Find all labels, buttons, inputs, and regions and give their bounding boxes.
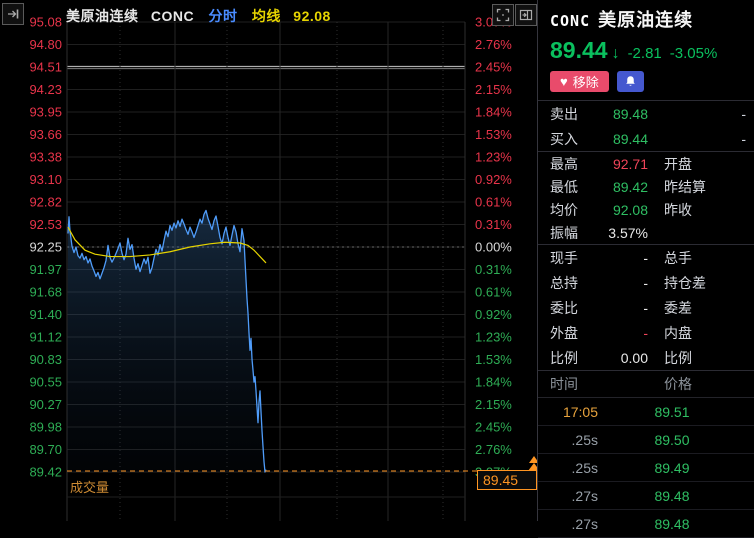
volume-label: 成交量 [70,480,109,495]
time-sales-header: 时间 价格 [538,371,754,398]
pct-axis-label: 2.76% [475,442,512,457]
price-axis-label: 95.08 [29,15,62,30]
pct-axis-label: 1.84% [475,105,512,120]
price-axis-label: 93.38 [29,150,62,165]
pct-axis-label: 1.23% [475,330,512,345]
price-axis-label: 92.53 [29,217,62,232]
col-price: 价格 [664,376,692,392]
quote-row: 比例 0.00 比例 [550,349,692,366]
price-axis-label: 91.12 [29,330,62,345]
popout-pane-icon[interactable] [515,4,537,26]
pct-axis-label: 0.31% [475,262,512,277]
chart-title-code: CONC [150,8,195,24]
pct-axis-label: 1.84% [475,375,512,390]
pct-axis-label: 0.31% [475,217,512,232]
quote-row: 现手 - 总手 [550,249,692,266]
symbol-name: 美原油连续 [598,10,694,30]
price-axis-label: 91.68 [29,285,62,300]
chart-title-name: 美原油连续 [66,8,139,24]
pct-axis-label: 1.53% [475,127,512,142]
heart-icon: ♥ [560,74,568,89]
price-axis-label: 93.10 [29,172,62,187]
chart-title: 美原油连续 CONC 分时 均线 92.08 [66,6,331,26]
day-stats-rows: 最高 92.71 开盘 最低 89.42 昨结算 均价 92.08 昨收 振幅 3.57% [538,151,754,244]
pct-axis-label: 1.53% [475,352,512,367]
remove-favorite-label: 移除 [572,75,599,90]
scroll-latest-icon[interactable] [528,463,537,471]
minute-chart[interactable]: 95.083.07%94.802.76%94.512.45%94.232.15%… [0,0,537,521]
pct-axis-label: 2.76% [475,37,512,52]
pct-axis-label: 0.00% [475,240,512,255]
price-axis-label: 90.55 [29,375,62,390]
price-change: -2.81 [627,45,662,62]
quote-panel: CONC 美原油连续 89.44 ↓ -2.81 -3.05% ♥ 移除 卖出 8… [537,0,754,538]
quote-row: 最低 89.42 昨结算 [550,178,706,195]
ma-legend-value: 92.08 [293,8,331,24]
price-axis-label: 94.80 [29,37,62,52]
price-axis-label: 94.51 [29,60,62,75]
quote-header: CONC 美原油连续 89.44 ↓ -2.81 -3.05% ♥ 移除 [538,0,754,92]
current-price-tag [477,470,537,490]
price-axis-label: 91.40 [29,307,62,322]
price-axis-label: 92.82 [29,195,62,210]
ma-legend-label: 均线 [251,8,281,24]
bell-icon [625,76,635,86]
pct-axis-label: 0.92% [475,172,512,187]
pct-axis-label: 2.45% [475,60,512,75]
time-sales-table: 时间 价格 17:05 89.51.25s 89.50.25s 89.49.27s 89… [538,370,754,538]
quote-row: 振幅 3.57% [550,224,648,241]
current-price-tag-value: 89.45 [483,472,518,488]
price-change-pct: -3.05% [669,45,718,62]
price-axis-label: 89.98 [29,420,62,435]
tick-row: .27s 89.48 [538,510,754,538]
price-axis-label: 90.83 [29,352,62,367]
price-axis-label: 89.42 [29,465,62,480]
price-axis-label: 90.27 [29,397,62,412]
alert-bell-button[interactable] [616,71,644,92]
position-stats-rows: 现手 - 总手总持 - 持仓差 委比 - 委差外盘 - 内盘比例 0.00 比例 [538,244,754,370]
bid-ask-rows: 卖出 89.48- 买入 89.44- [538,100,754,151]
collapse-panel-icon[interactable] [2,3,24,25]
quote-row: 最高 92.71 开盘 [550,155,692,172]
price-axis-label: 93.95 [29,105,62,120]
pct-axis-label: 0.61% [475,285,512,300]
tick-row: .25s 89.50 [538,426,754,454]
price-axis-label: 92.25 [29,240,62,255]
price-axis-label: 93.66 [29,127,62,142]
price-axis-label: 91.97 [29,262,62,277]
remove-favorite-button[interactable]: ♥ 移除 [550,71,609,92]
col-time: 时间 [550,376,578,392]
quote-row: 买入 89.44- [550,130,746,147]
price-axis-label: 94.23 [29,82,62,97]
pct-axis-label: 0.61% [475,195,512,210]
pct-axis-label: 2.15% [475,397,512,412]
tick-row: .25s 89.49 [538,454,754,482]
quote-row: 卖出 89.48- [550,105,746,122]
down-arrow-icon: ↓ [611,45,620,62]
price-axis-label: 89.70 [29,442,62,457]
pct-axis-label: 0.92% [475,307,512,322]
quote-row: 均价 92.08 昨收 [550,201,692,218]
tab-minute-chart[interactable]: 分时 [208,8,238,24]
pct-axis-label: 2.45% [475,420,512,435]
tick-row: .27s 89.48 [538,482,754,510]
symbol-code: CONC [550,12,591,30]
tick-row: 17:05 89.51 [538,398,754,426]
quote-row: 外盘 - 内盘 [550,324,692,341]
pct-axis-label: 1.23% [475,150,512,165]
fullscreen-icon[interactable] [492,4,514,26]
last-price: 89.44 [550,37,608,63]
scroll-latest-icon[interactable] [529,456,537,463]
quote-row: 委比 - 委差 [550,299,692,316]
quote-row: 总持 - 持仓差 [550,274,706,291]
chart-pane: 95.083.07%94.802.76%94.512.45%94.232.15%… [0,0,537,521]
pct-axis-label: 2.15% [475,82,512,97]
